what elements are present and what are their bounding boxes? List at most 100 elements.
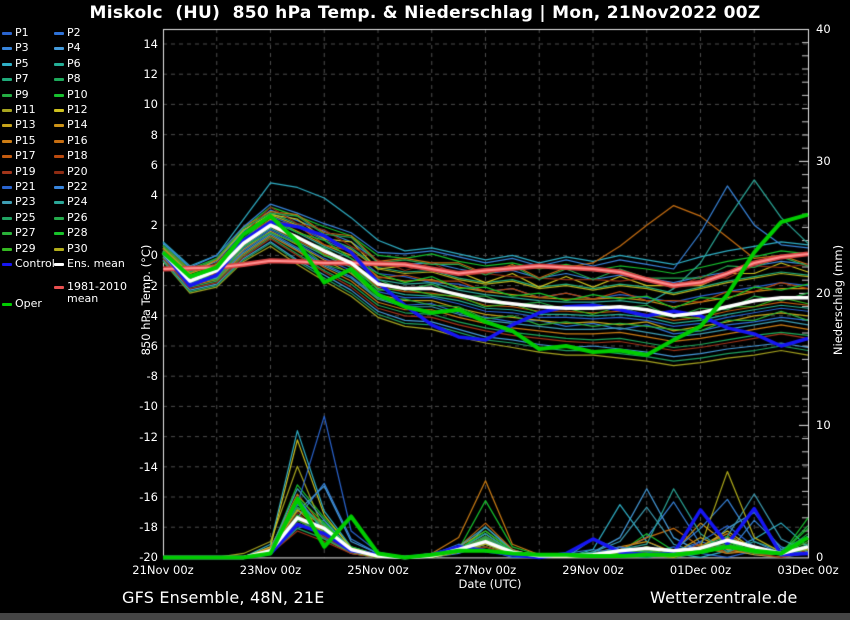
legend-label: P12 <box>67 103 88 116</box>
legend-line-swatch <box>54 93 64 97</box>
left-tick-label: 12 <box>143 67 158 82</box>
left-tick-label: 10 <box>143 97 158 112</box>
legend-label: P3 <box>15 41 29 55</box>
legend-label: P19 <box>15 164 36 178</box>
legend-line-swatch <box>54 286 64 289</box>
right-axis-title: Niederschlag (mm) <box>831 244 845 356</box>
left-tick-label: 4 <box>150 188 158 202</box>
left-tick-label: 0 <box>150 248 158 263</box>
left-tick-label: 2 <box>150 218 158 233</box>
x-tick-label: 21Nov 00z <box>132 563 194 577</box>
right-tick-label: 40 <box>816 22 831 37</box>
legend-label: P9 <box>15 87 29 101</box>
legend-label: P21 <box>15 180 36 193</box>
chart-title: Miskolc (HU) 850 hPa Temp. & Niederschla… <box>89 3 761 23</box>
legend-label: P30 <box>67 241 88 255</box>
legend-label: P26 <box>67 210 88 224</box>
legend-label: P22 <box>67 180 88 193</box>
legend-line-swatch <box>54 78 64 82</box>
legend-line-swatch <box>2 109 12 112</box>
left-tick-label: -2 <box>146 278 158 293</box>
left-tick-label: -18 <box>139 520 158 535</box>
legend-line-swatch <box>2 78 12 82</box>
x-tick-label: 25Nov 00z <box>347 563 409 577</box>
legend-line-swatch <box>2 170 12 174</box>
legend-label: P8 <box>67 72 81 86</box>
legend-label: P5 <box>15 56 29 70</box>
legend-label: Ens. mean <box>67 257 125 270</box>
x-tick-label: 29Nov 00z <box>562 563 624 577</box>
legend-label: Oper <box>15 297 42 310</box>
legend-line-swatch <box>2 263 12 266</box>
legend-line-swatch <box>54 216 64 220</box>
legend-line-swatch <box>2 216 12 220</box>
legend-label: P2 <box>67 26 81 39</box>
right-tick-label: 0 <box>816 550 824 565</box>
legend-label: P23 <box>15 195 36 209</box>
x-tick-label: 23Nov 00z <box>239 563 302 577</box>
legend-label: Control <box>15 257 55 270</box>
legend-label: P15 <box>15 133 36 147</box>
legend-line-swatch <box>2 303 12 306</box>
legend-line-swatch <box>2 93 12 97</box>
left-tick-label: -10 <box>139 399 158 414</box>
legend-line-swatch <box>54 263 64 266</box>
left-tick-label: -6 <box>146 339 158 353</box>
legend-label: P13 <box>15 118 36 132</box>
x-tick-label: 27Nov 00z <box>454 563 517 577</box>
left-tick-label: -14 <box>139 459 158 474</box>
legend-line-swatch <box>2 62 12 66</box>
legend-line-swatch <box>54 170 64 174</box>
legend-line-swatch <box>54 247 64 251</box>
legend-line-swatch <box>54 186 64 189</box>
right-tick-label: 20 <box>816 286 831 301</box>
right-tick-label: 10 <box>816 418 831 433</box>
legend-label: P27 <box>15 226 36 240</box>
legend-label: P6 <box>67 56 81 70</box>
legend-line-swatch <box>2 155 12 159</box>
legend-label: P7 <box>15 72 29 86</box>
legend-label: P10 <box>67 87 88 101</box>
legend-line-swatch <box>2 139 12 143</box>
legend-label: P28 <box>67 226 88 240</box>
legend-line-swatch <box>54 47 64 51</box>
legend-line-swatch <box>54 32 64 35</box>
left-tick-label: 14 <box>143 37 158 51</box>
legend-line-swatch <box>2 47 12 51</box>
x-axis-title: Date (UTC) <box>458 577 522 591</box>
left-axis-title: 850 hPa Temp. (°C) <box>139 244 153 356</box>
left-tick-label: -4 <box>146 308 158 323</box>
legend-line-swatch <box>2 201 12 205</box>
legend-label: P16 <box>67 133 88 147</box>
legend-label: P29 <box>15 241 36 255</box>
legend-line-swatch <box>54 201 64 205</box>
model-info-text: GFS Ensemble, 48N, 21E <box>122 588 325 607</box>
legend-label: P1 <box>15 26 29 39</box>
legend-line-swatch <box>2 232 12 236</box>
watermark-text: Wetterzentrale.de <box>650 588 798 607</box>
right-tick-label: 30 <box>816 154 831 169</box>
legend-line-swatch <box>2 32 12 35</box>
x-tick-label: 03Dec 00z <box>777 563 839 577</box>
legend-line-swatch <box>54 62 64 66</box>
legend-line-swatch <box>54 139 64 143</box>
legend-line-swatch <box>54 232 64 236</box>
legend-line-swatch <box>2 124 12 128</box>
legend-label: P25 <box>15 210 36 224</box>
legend-label: 1981-2010 mean <box>67 280 127 305</box>
legend-label: P20 <box>67 164 88 178</box>
left-tick-label: -20 <box>139 550 158 565</box>
left-tick-label: -16 <box>139 490 158 504</box>
legend-label: P11 <box>15 103 36 116</box>
left-tick-label: -12 <box>139 429 158 444</box>
x-tick-label: 01Dec 00z <box>669 563 732 577</box>
legend-label: P14 <box>67 118 88 132</box>
bottom-bar <box>0 613 850 620</box>
legend-line-swatch <box>54 155 64 159</box>
legend-line-swatch <box>2 247 12 251</box>
legend-line-swatch <box>54 109 64 112</box>
left-tick-label: -8 <box>146 369 158 384</box>
legend-label: P17 <box>15 149 36 163</box>
